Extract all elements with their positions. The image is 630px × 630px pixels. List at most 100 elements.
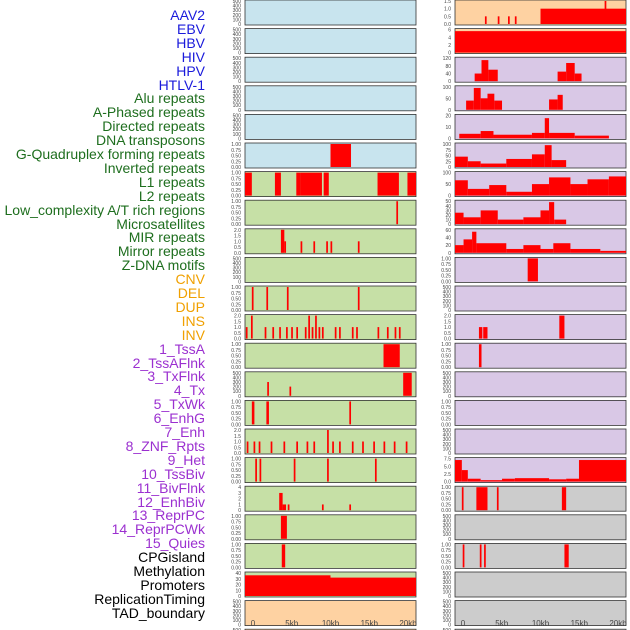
y-tick-label: 0.75 — [231, 176, 241, 182]
track-label: AAV2 — [170, 7, 205, 23]
data-bar — [396, 201, 399, 225]
data-bar — [549, 202, 555, 225]
data-bar — [377, 327, 380, 339]
track-panel — [454, 342, 627, 369]
data-bar — [514, 16, 517, 24]
data-bar — [321, 327, 324, 339]
y-tick-label: 1.00 — [231, 399, 241, 405]
data-bar — [327, 458, 329, 482]
track-label: Mirror repeats — [117, 243, 205, 260]
data-bar — [266, 287, 269, 310]
data-bar — [497, 219, 524, 225]
data-bar — [557, 94, 563, 110]
data-bar — [461, 487, 464, 511]
data-bar — [266, 401, 269, 425]
data-bar — [472, 231, 477, 253]
y-tick-label: 0.50 — [231, 154, 241, 160]
data-bar — [455, 156, 468, 167]
track-label: 12_EnhBiv — [137, 493, 205, 510]
y-tick-label: 0.25 — [231, 417, 241, 423]
track-label: ReplicationTiming — [94, 590, 205, 607]
x-tick-label: 5kb — [285, 619, 298, 628]
data-bar — [480, 480, 503, 482]
y-tick-label: 0.00 — [441, 565, 451, 571]
data-bar — [559, 315, 565, 339]
y-tick-label: 30 — [235, 577, 241, 583]
track-label: L1 repeats — [138, 173, 205, 190]
y-tick-label: 0.0 — [444, 480, 451, 486]
track-label: TAD_boundary — [111, 604, 205, 621]
data-bar — [383, 344, 400, 368]
data-bar — [479, 544, 482, 568]
track-label: Promoters — [140, 576, 205, 593]
data-bar — [289, 386, 292, 396]
y-tick-label: 0 — [238, 136, 241, 142]
data-bar — [540, 248, 554, 253]
y-tick-label: 200 — [443, 299, 452, 305]
data-bar — [351, 441, 354, 453]
data-bar — [245, 575, 331, 596]
data-bar — [321, 504, 324, 511]
y-tick-label: 100 — [233, 132, 242, 138]
data-bar — [476, 487, 488, 511]
track-label: HTLV-1 — [158, 76, 205, 93]
y-tick-label: 4 — [448, 35, 451, 41]
y-tick-label: 0.00 — [441, 279, 451, 285]
data-bar — [553, 243, 571, 253]
track-panel — [244, 28, 417, 55]
track-panel — [454, 514, 627, 541]
y-tick-label: 1.5 — [234, 319, 241, 325]
data-bar — [466, 100, 474, 110]
y-tick-label: 500 — [233, 256, 242, 262]
y-tick-label: 0 — [448, 537, 451, 543]
y-tick-label: 100 — [443, 171, 452, 177]
y-tick-label: 1.00 — [231, 171, 241, 177]
track-label: 15_Quies — [145, 535, 205, 552]
y-tick-label: 100 — [443, 589, 452, 595]
y-tick-label: 200 — [443, 613, 452, 619]
y-tick-label: 0 — [448, 623, 451, 629]
data-bar — [315, 315, 317, 339]
data-bar — [394, 327, 397, 339]
data-bar — [467, 188, 490, 196]
data-bar — [570, 184, 588, 196]
data-bar — [251, 401, 255, 425]
y-tick-label: 400 — [233, 89, 242, 95]
y-tick-label: 300 — [443, 580, 452, 586]
track-label: INS — [181, 312, 205, 329]
data-bar — [506, 158, 532, 167]
y-tick-label: 100 — [233, 103, 242, 109]
y-tick-label: 40 — [445, 204, 451, 210]
data-bar — [506, 191, 532, 196]
track-label: MIR repeats — [128, 229, 205, 246]
y-tick-label: 300 — [233, 380, 242, 386]
data-bar — [339, 441, 341, 453]
y-tick-label: 1.00 — [231, 342, 241, 348]
y-tick-label: 40 — [235, 571, 241, 577]
y-tick-label: 2.5 — [444, 472, 451, 478]
data-bar — [245, 172, 252, 196]
y-tick-label: 100 — [233, 389, 242, 395]
data-bar — [313, 441, 316, 453]
y-tick-label: 50 — [445, 199, 451, 205]
y-tick-label: 0.00 — [231, 565, 241, 571]
data-bar — [356, 327, 358, 339]
data-bar — [488, 69, 498, 82]
data-bar — [484, 16, 487, 24]
y-tick-label: 0.75 — [231, 520, 241, 526]
y-tick-label: 0 — [238, 394, 241, 400]
data-bar — [549, 479, 567, 482]
x-tick-label: 10kb — [322, 619, 340, 628]
track-label: DUP — [175, 298, 205, 315]
y-tick-label: 0.5 — [444, 331, 451, 337]
data-bar — [531, 154, 545, 167]
y-tick-label: 0.00 — [231, 194, 241, 200]
track-panel — [244, 256, 417, 283]
data-bar — [349, 504, 352, 511]
y-tick-label: 400 — [443, 375, 452, 381]
data-bar — [255, 458, 257, 482]
y-tick-label: 0.75 — [231, 548, 241, 554]
data-bar — [253, 441, 256, 453]
track-panel — [454, 256, 627, 283]
track-label: A-Phased repeats — [92, 104, 205, 121]
